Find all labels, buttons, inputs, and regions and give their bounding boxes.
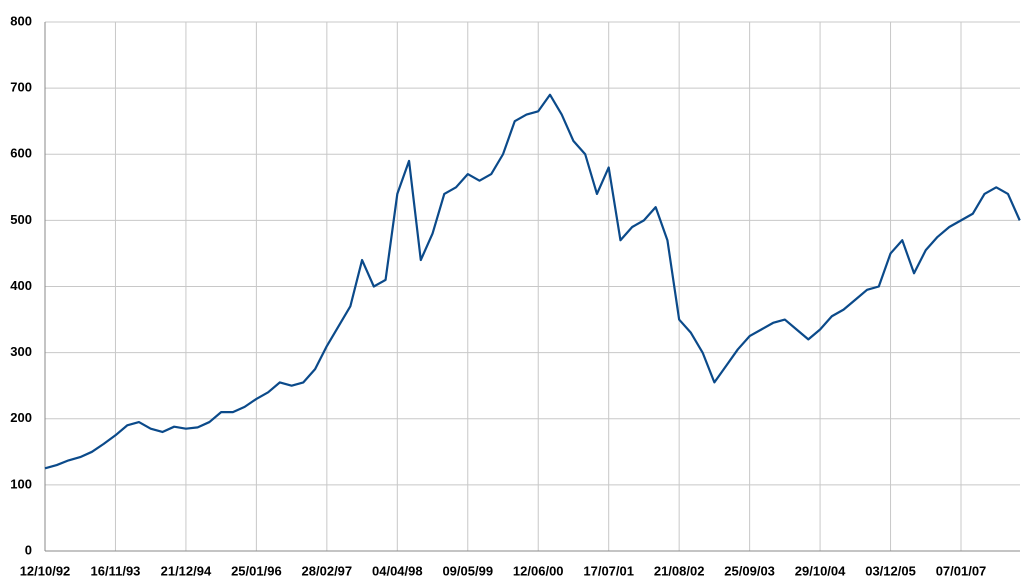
x-tick-label: 21/12/94: [161, 563, 212, 578]
data-line: [44, 93, 1021, 470]
y-tick-label: 500: [10, 212, 32, 227]
x-tick-label: 29/10/04: [795, 563, 846, 578]
y-tick-label: 300: [10, 344, 32, 359]
x-tick-label: 16/11/93: [91, 563, 141, 578]
x-tick-label: 17/07/01: [583, 563, 634, 578]
y-tick-label: 600: [10, 146, 32, 161]
x-tick-label: 21/08/02: [654, 563, 705, 578]
x-tick-label: 12/06/00: [513, 563, 564, 578]
x-tick-label: 04/04/98: [372, 563, 423, 578]
x-tick-label: 12/10/92: [20, 563, 71, 578]
x-tick-label: 03/12/05: [865, 563, 916, 578]
y-tick-label: 100: [10, 476, 32, 491]
x-tick-label: 25/01/96: [231, 563, 282, 578]
x-tick-label: 09/05/99: [442, 563, 493, 578]
x-tick-label: 28/02/97: [302, 563, 353, 578]
y-tick-label: 0: [25, 542, 32, 557]
y-tick-label: 200: [10, 410, 32, 425]
x-tick-label: 07/01/07: [936, 563, 987, 578]
y-tick-label: 700: [10, 80, 32, 95]
x-tick-label: 25/09/03: [724, 563, 775, 578]
y-tick-label: 400: [10, 278, 32, 293]
y-tick-label: 800: [10, 13, 32, 28]
